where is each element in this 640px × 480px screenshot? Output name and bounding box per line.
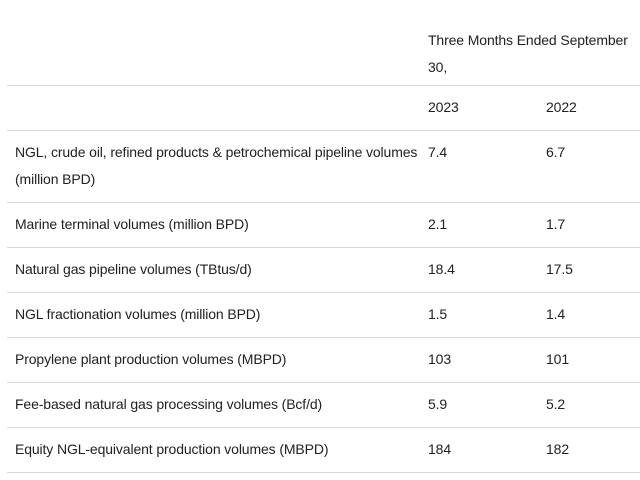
metric-label: Fee-based natural gas processing volumes… bbox=[7, 382, 428, 428]
table-row: Fee-based natural gas processing volumes… bbox=[7, 382, 640, 428]
table-row: Equity NGL-equivalent production volumes… bbox=[7, 427, 640, 473]
metric-value-2022: 182 bbox=[546, 427, 640, 473]
column-header-2022: 2022 bbox=[546, 85, 640, 131]
table-row: Natural gas pipeline volumes (TBtus/d) 1… bbox=[7, 247, 640, 293]
metric-value-2022: 1.7 bbox=[546, 202, 640, 248]
metric-label: NGL fractionation volumes (million BPD) bbox=[7, 292, 428, 338]
metric-label: Marine terminal volumes (million BPD) bbox=[7, 202, 428, 248]
table-row: NGL, crude oil, refined products & petro… bbox=[7, 130, 640, 203]
metric-label: Natural gas pipeline volumes (TBtus/d) bbox=[7, 247, 428, 293]
metric-value-2023: 2.1 bbox=[428, 202, 546, 248]
operational-volumes-table: Three Months Ended September 30, 2023 20… bbox=[7, 0, 640, 473]
table-row: Propylene plant production volumes (MBPD… bbox=[7, 337, 640, 383]
metric-value-2022: 5.2 bbox=[546, 382, 640, 428]
metric-label: Propylene plant production volumes (MBPD… bbox=[7, 337, 428, 383]
metric-value-2022: 17.5 bbox=[546, 247, 640, 293]
metric-value-2022: 1.4 bbox=[546, 292, 640, 338]
period-header-spacer bbox=[7, 0, 428, 86]
metric-label: NGL, crude oil, refined products & petro… bbox=[7, 130, 428, 203]
metric-value-2023: 1.5 bbox=[428, 292, 546, 338]
year-header-spacer bbox=[7, 85, 428, 131]
table-row: NGL fractionation volumes (million BPD) … bbox=[7, 292, 640, 338]
metric-value-2023: 103 bbox=[428, 337, 546, 383]
metric-label: Equity NGL-equivalent production volumes… bbox=[7, 427, 428, 473]
metric-value-2022: 101 bbox=[546, 337, 640, 383]
table-row: Marine terminal volumes (million BPD) 2.… bbox=[7, 202, 640, 248]
year-header-row: 2023 2022 bbox=[7, 85, 640, 131]
metric-value-2022: 6.7 bbox=[546, 130, 640, 203]
metric-value-2023: 18.4 bbox=[428, 247, 546, 293]
column-header-2023: 2023 bbox=[428, 85, 546, 131]
metric-value-2023: 184 bbox=[428, 427, 546, 473]
metric-value-2023: 5.9 bbox=[428, 382, 546, 428]
period-header: Three Months Ended September 30, bbox=[428, 0, 640, 86]
period-header-row: Three Months Ended September 30, bbox=[7, 0, 640, 86]
metric-value-2023: 7.4 bbox=[428, 130, 546, 203]
